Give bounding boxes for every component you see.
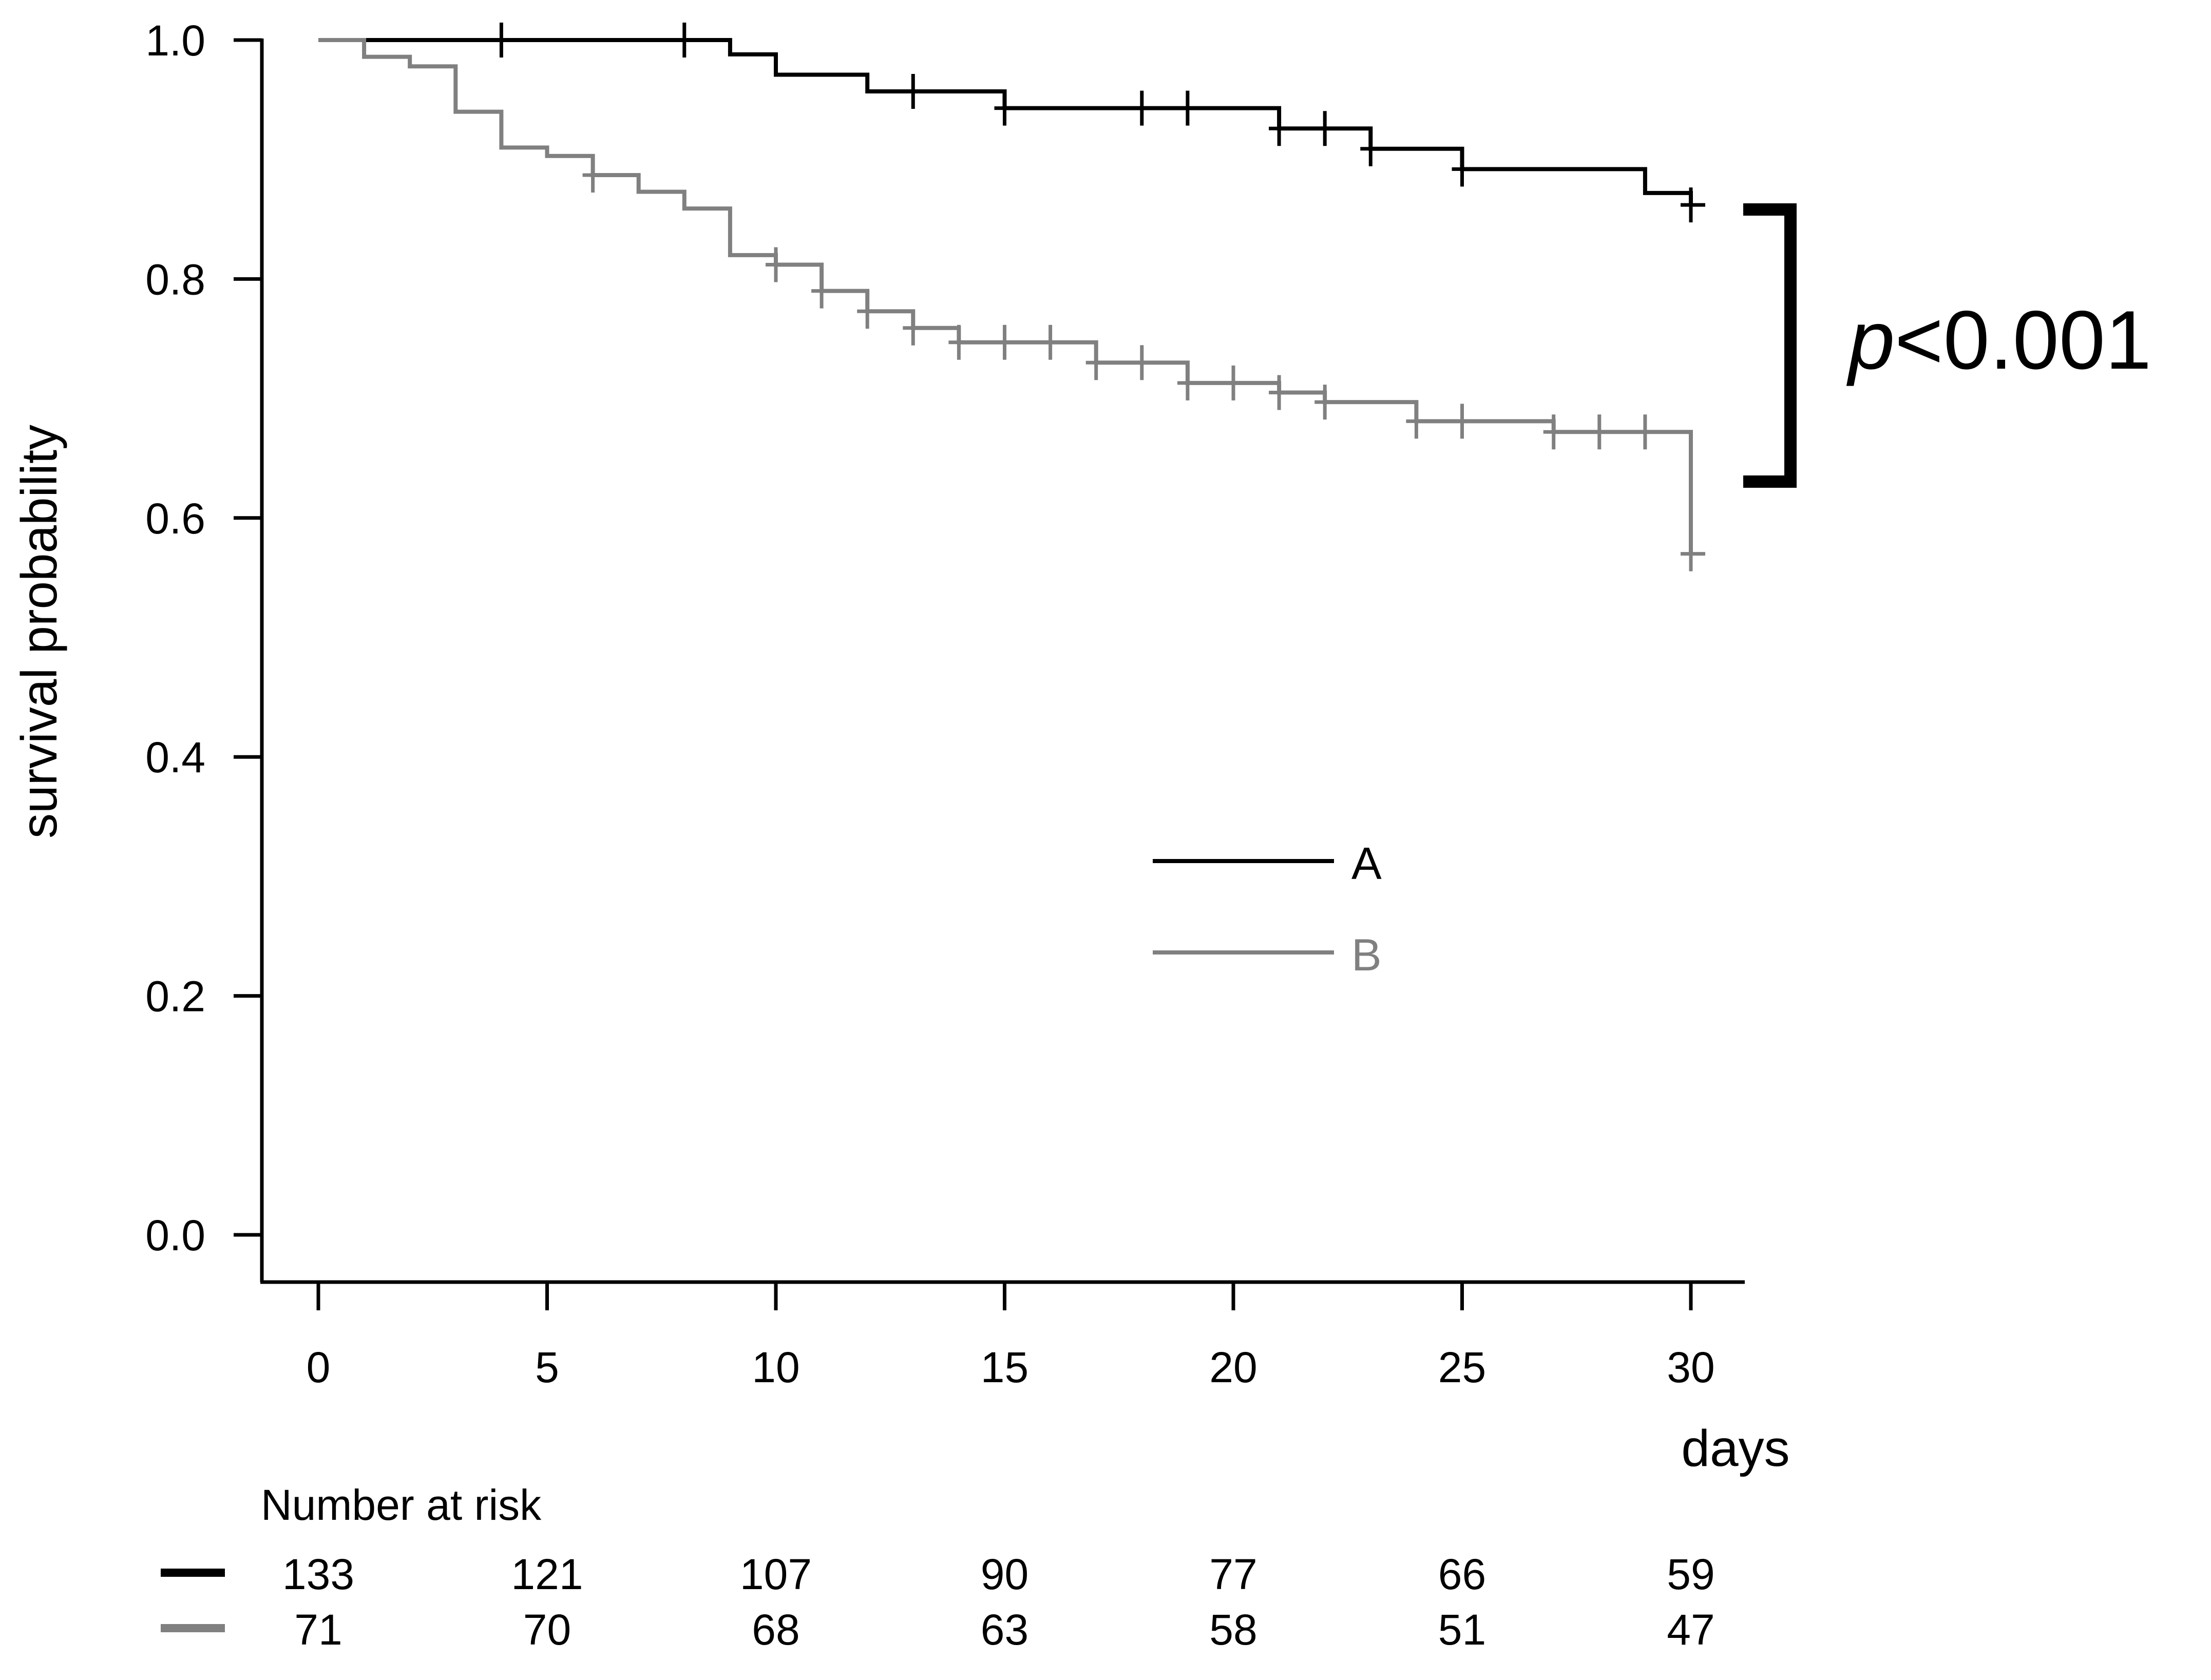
risk-count: 68: [752, 1606, 799, 1654]
p-value-text: p<0.001: [1846, 294, 2151, 387]
y-tick-label: 1.0: [145, 16, 205, 65]
risk-count: 59: [1667, 1550, 1714, 1598]
risk-count: 63: [981, 1606, 1028, 1654]
legend-label-a: A: [1351, 838, 1382, 889]
y-tick-label: 0.2: [145, 972, 205, 1021]
x-tick-label: 0: [307, 1343, 331, 1391]
risk-table-title: Number at risk: [261, 1481, 542, 1529]
x-tick-label: 30: [1667, 1343, 1714, 1391]
y-tick-label: 0.0: [145, 1211, 205, 1259]
x-axis-title: days: [1681, 1420, 1789, 1477]
x-tick-label: 10: [752, 1343, 799, 1391]
y-axis-title: survival probability: [11, 425, 67, 838]
risk-count: 133: [282, 1550, 354, 1598]
x-tick-label: 25: [1438, 1343, 1486, 1391]
risk-rows: 133 121 107 90 77 66 59 71 70 68 63 58 51 47: [161, 1550, 1715, 1654]
risk-count: 121: [511, 1550, 583, 1598]
series-b: [318, 38, 1705, 571]
series-a: [318, 23, 1705, 223]
x-tick-label: 15: [981, 1343, 1028, 1391]
risk-count: 47: [1667, 1606, 1714, 1654]
legend-label-b: B: [1351, 929, 1382, 980]
y-tick-label: 0.4: [145, 733, 205, 781]
risk-table: Number at risk 133 121 107 90 77 66 59 71 70 68 63…: [161, 1481, 1715, 1654]
p-value-annotation: p<0.001: [1743, 203, 2151, 488]
risk-row-b: 71 70 68 63 58 51 47: [161, 1606, 1715, 1654]
x-tick-label: 20: [1209, 1343, 1257, 1391]
survival-curve-a: [318, 38, 1693, 205]
p-symbol: p: [1846, 294, 1895, 387]
risk-count: 71: [294, 1606, 342, 1654]
risk-count: 51: [1438, 1606, 1486, 1654]
risk-count: 77: [1209, 1550, 1257, 1598]
risk-count: 66: [1438, 1550, 1486, 1598]
series-layer: [318, 23, 1705, 571]
x-tick-label: 5: [535, 1343, 559, 1391]
legend: A B: [1153, 838, 1382, 980]
risk-count: 90: [981, 1550, 1028, 1598]
y-ticks: 0.0 0.2 0.4 0.6 0.8 1.0: [145, 16, 262, 1259]
risk-count: 70: [523, 1606, 571, 1654]
significance-bracket: [1743, 203, 1797, 488]
p-threshold: <0.001: [1895, 294, 2151, 387]
y-tick-label: 0.8: [145, 255, 205, 303]
risk-count: 58: [1209, 1606, 1257, 1654]
axes: 0.0 0.2 0.4 0.6 0.8 1.0 0 5 10 15 20 25 30: [145, 16, 1745, 1391]
y-tick-label: 0.6: [145, 494, 205, 543]
x-ticks: 0 5 10 15 20 25 30: [307, 1282, 1715, 1391]
risk-row-a: 133 121 107 90 77 66 59: [161, 1550, 1715, 1598]
risk-count: 107: [740, 1550, 812, 1598]
